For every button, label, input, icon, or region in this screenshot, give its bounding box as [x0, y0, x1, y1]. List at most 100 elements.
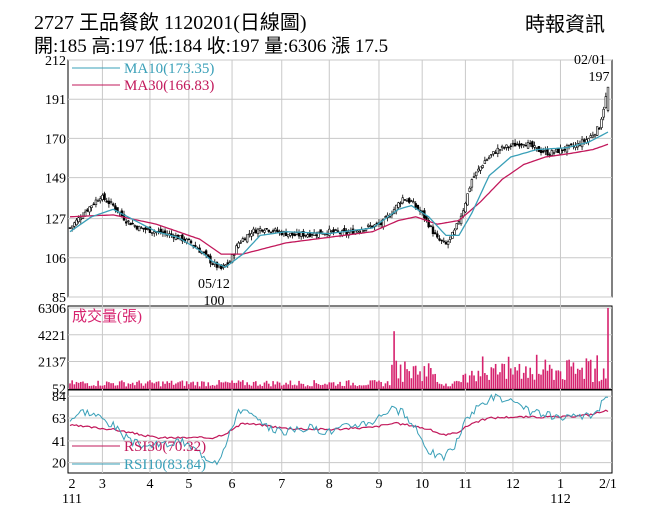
rsi-tick-label: 20	[52, 457, 66, 472]
candle	[498, 148, 502, 155]
candle	[334, 228, 337, 232]
volume-bar	[566, 360, 568, 389]
x-tick-label: 6	[229, 477, 236, 492]
volume-bar	[453, 381, 456, 389]
volume-bar	[345, 380, 348, 389]
volume-bar	[192, 381, 194, 389]
candle	[237, 241, 240, 249]
candle	[444, 240, 448, 245]
price-tick-label: 170	[45, 132, 66, 147]
volume-bar	[531, 374, 534, 389]
volume-bar	[209, 385, 212, 389]
volume-bar	[73, 384, 76, 389]
volume-bar	[272, 381, 274, 389]
candle	[522, 143, 525, 148]
volume-bar	[466, 382, 469, 389]
candle	[408, 196, 411, 205]
volume-bar	[559, 371, 562, 389]
volume-bar	[401, 381, 404, 389]
volume-bar	[514, 367, 516, 389]
candle	[554, 148, 558, 154]
volume-bar	[479, 376, 482, 389]
volume-bar	[313, 380, 315, 389]
volume-bar	[464, 373, 467, 389]
candle	[494, 149, 497, 154]
candle	[306, 232, 309, 239]
volume-bar	[538, 373, 540, 389]
volume-bar	[425, 376, 428, 389]
candle	[598, 126, 601, 130]
candle	[172, 233, 175, 242]
volume-bar	[185, 381, 188, 389]
volume-bar	[270, 386, 272, 389]
volume-bar	[200, 381, 203, 389]
volume-bar	[326, 384, 328, 389]
volume-bar	[90, 385, 93, 389]
x-tick-label: 5	[185, 477, 192, 492]
candle	[366, 223, 370, 229]
candle	[239, 240, 242, 244]
ma30-legend: MA30(166.83)	[124, 78, 214, 94]
candle	[602, 106, 605, 121]
volume-bar	[255, 381, 257, 389]
volume-bar	[153, 383, 156, 389]
volume-bar	[512, 374, 514, 389]
candle	[561, 149, 564, 154]
candle	[531, 140, 534, 150]
volume-bar	[481, 356, 484, 389]
volume-bar	[114, 385, 117, 389]
chart-title: 2727 王品餐飲 1120201(日線圖)	[34, 12, 307, 34]
volume-bar	[399, 364, 402, 389]
volume-bar	[516, 370, 519, 389]
candle	[289, 232, 292, 238]
candle	[142, 227, 145, 233]
volume-bar	[235, 382, 238, 389]
volume-bar	[371, 380, 374, 389]
volume-bar	[587, 361, 590, 389]
candle	[475, 171, 478, 180]
volume-bar	[343, 386, 346, 389]
rsi10-legend: RSI10(83.84)	[124, 457, 206, 473]
candle	[291, 232, 294, 239]
volume-bar	[369, 380, 372, 389]
candle	[479, 166, 482, 174]
volume-bar	[388, 385, 391, 389]
candle	[107, 197, 111, 208]
volume-bar	[222, 382, 225, 389]
candle	[513, 139, 517, 147]
volume-bar	[499, 372, 501, 389]
candle	[181, 233, 184, 244]
candle	[248, 229, 251, 238]
volume-bar	[300, 383, 302, 389]
volume-bar	[175, 383, 177, 389]
candle	[477, 165, 480, 173]
candle	[254, 227, 258, 234]
volume-bar	[177, 382, 179, 389]
volume-bar	[589, 359, 592, 389]
x-tick-label: 2/1	[599, 477, 617, 492]
candle	[148, 226, 152, 233]
volume-bar	[267, 383, 270, 389]
volume-bar	[471, 370, 473, 389]
volume-bar	[546, 370, 549, 389]
candle	[563, 145, 566, 153]
candle	[189, 239, 193, 246]
candle	[384, 215, 387, 218]
last-price-annotation: 197	[589, 70, 610, 85]
volume-bar	[350, 385, 352, 389]
volume-bar	[447, 386, 449, 389]
volume-bar	[285, 382, 287, 389]
candle	[304, 234, 307, 238]
volume-bar	[99, 385, 102, 389]
candle	[101, 193, 104, 202]
volume-bar	[231, 380, 233, 389]
volume-bar	[324, 383, 326, 389]
candle	[140, 226, 143, 229]
rsi-tick-label: 84	[52, 390, 66, 405]
volume-bar	[142, 385, 145, 389]
candle	[466, 193, 469, 206]
price-tick-label: 212	[45, 54, 66, 69]
volume-bar	[417, 374, 419, 389]
candle	[310, 233, 314, 238]
volume-bar	[82, 381, 84, 389]
